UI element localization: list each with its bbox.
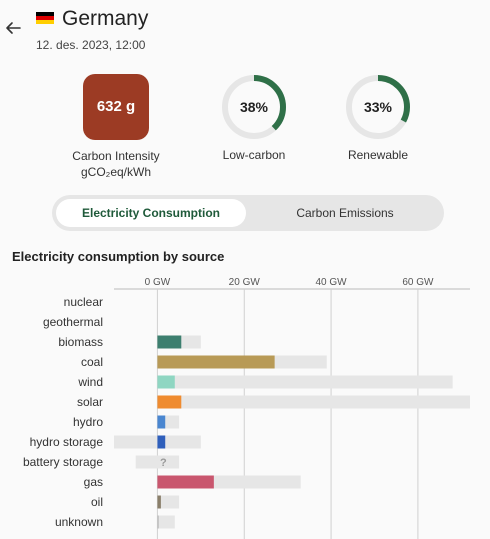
production-bar — [157, 375, 175, 389]
renewable-metric: 33% Renewable — [318, 74, 438, 163]
renewable-ring: 33% — [345, 74, 411, 140]
low-carbon-metric: 38% Low-carbon — [194, 74, 314, 163]
low-carbon-label: Low-carbon — [222, 148, 286, 162]
x-tick-label: 40 GW — [316, 277, 348, 288]
category-label: biomass — [58, 335, 103, 349]
low-carbon-value: 38% — [239, 99, 269, 115]
flag-stripe — [36, 20, 54, 24]
capacity-bar — [135, 455, 180, 469]
category-label: solar — [77, 395, 103, 409]
category-label: coal — [81, 355, 103, 369]
x-tick-label: 0 GW — [145, 277, 171, 288]
germany-flag-icon — [36, 12, 54, 24]
zone-title: Germany — [62, 7, 149, 30]
section-title: Electricity consumption by source — [12, 249, 225, 264]
carbon-intensity-value: 632 g — [83, 74, 149, 140]
category-label: hydro — [73, 415, 103, 429]
category-label: oil — [91, 495, 103, 509]
production-bar — [157, 395, 182, 409]
tab-electricity-consumption[interactable]: Electricity Consumption — [56, 199, 246, 227]
carbon-intensity-label: Carbon Intensity — [72, 149, 160, 163]
production-bar — [157, 415, 166, 429]
category-label: battery storage — [23, 455, 103, 469]
capacity-bar — [157, 395, 471, 409]
x-tick-label: 20 GW — [229, 277, 261, 288]
category-label: gas — [84, 475, 103, 489]
carbon-intensity-unit: gCO₂eq/kWh — [80, 165, 151, 179]
consumption-emissions-toggle: Electricity Consumption Carbon Emissions — [52, 195, 444, 231]
category-label: unknown — [55, 515, 103, 529]
production-bar — [157, 515, 159, 529]
production-bar — [157, 495, 161, 509]
category-label: geothermal — [43, 315, 103, 329]
production-bar — [157, 435, 166, 449]
production-bar — [157, 355, 275, 369]
renewable-label: Renewable — [347, 148, 409, 162]
category-label: hydro storage — [30, 435, 104, 449]
renewable-value: 33% — [363, 99, 393, 115]
category-label: wind — [77, 375, 103, 389]
capacity-bar — [157, 515, 175, 529]
category-label: nuclear — [64, 295, 103, 309]
capacity-bar — [157, 375, 453, 389]
datetime: 12. des. 2023, 12:00 — [36, 38, 146, 52]
production-bar — [157, 335, 182, 349]
carbon-intensity-metric: 632 g Carbon Intensity gCO₂eq/kWh — [56, 74, 176, 180]
production-bar — [157, 475, 214, 489]
unknown-marker: ? — [160, 457, 167, 469]
low-carbon-ring: 38% — [221, 74, 287, 140]
back-arrow-icon[interactable] — [4, 18, 22, 38]
flag-stripe — [36, 16, 54, 20]
x-tick-label: 60 GW — [402, 277, 434, 288]
consumption-bar-chart: 0 GW 20 GW 40 GW 60 GW nuclear geothermal biom… — [23, 277, 471, 539]
capacity-bar — [157, 495, 180, 509]
flag-stripe — [36, 12, 54, 16]
tab-carbon-emissions[interactable]: Carbon Emissions — [296, 206, 394, 220]
